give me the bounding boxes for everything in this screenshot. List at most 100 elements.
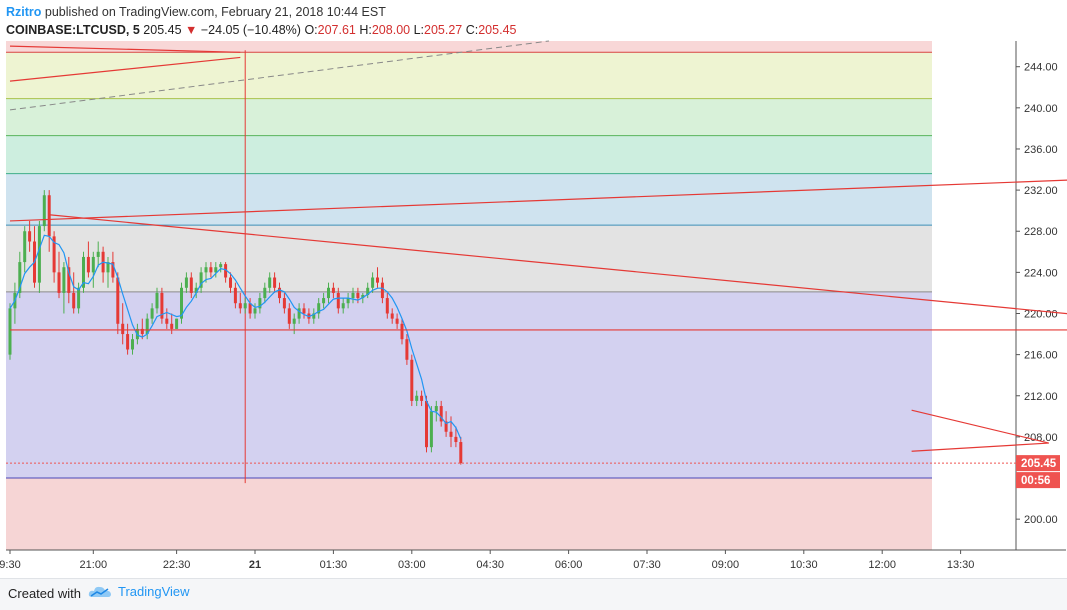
x-tick-label: 22:30 — [163, 559, 191, 571]
candle-body — [385, 298, 389, 314]
candle-body — [341, 303, 345, 309]
candle-body — [150, 308, 154, 319]
last-price: 205.45 — [143, 23, 182, 37]
candle-body — [111, 262, 115, 278]
y-tick-label: 200.00 — [1024, 514, 1058, 526]
dashed-trendline — [9, 40, 550, 111]
candle-body — [278, 287, 281, 299]
open-label: O: — [304, 23, 318, 37]
candle-body — [42, 195, 46, 227]
candle-body — [204, 267, 208, 273]
candle-body — [425, 400, 428, 448]
x-tick-label: 21 — [249, 559, 261, 571]
candle-body — [400, 323, 404, 340]
fib-zone — [6, 291, 932, 479]
x-tick-label: 12:00 — [868, 559, 896, 571]
price-tag-label: 205.45 — [1021, 458, 1057, 470]
candle-body — [331, 287, 335, 293]
low-label: L: — [413, 23, 425, 37]
trendline — [9, 56, 241, 82]
publish-info: published on TradingView.com, February 2… — [44, 5, 386, 19]
candle-body — [121, 323, 125, 335]
candle-body — [356, 292, 360, 299]
y-tick-label: 208.00 — [1024, 432, 1058, 444]
x-tick-label: 13:30 — [947, 559, 975, 571]
y-tick-label: 244.00 — [1024, 62, 1058, 74]
tradingview-brand-label: TradingView — [118, 584, 190, 599]
candle-body — [184, 277, 188, 288]
trendline — [49, 214, 1067, 315]
candle-body — [361, 294, 365, 299]
candle-body — [140, 328, 144, 335]
candle-body — [395, 318, 399, 324]
author-name[interactable]: Rzitro — [6, 5, 42, 19]
x-tick-label: 06:00 — [555, 559, 583, 571]
candle-body — [189, 277, 193, 293]
trendline — [9, 45, 241, 53]
candle-body — [18, 262, 22, 293]
y-tick-label: 224.00 — [1024, 267, 1058, 279]
candle-body — [52, 236, 56, 273]
fib-zone — [6, 98, 932, 136]
candle-body — [317, 303, 321, 314]
candle-body — [410, 359, 414, 401]
candle-body — [263, 287, 267, 299]
candle-body — [96, 251, 100, 257]
candle-body — [165, 318, 169, 324]
y-tick-label: 228.00 — [1024, 226, 1058, 238]
candle-body — [243, 303, 247, 309]
x-tick-label: 07:30 — [633, 559, 661, 571]
close-label: C: — [465, 23, 479, 37]
candle-body — [268, 277, 272, 288]
high-label: H: — [359, 23, 372, 37]
candle-body — [145, 318, 149, 335]
candle-body — [72, 292, 76, 309]
candle-body — [415, 395, 419, 401]
symbol-label: COINBASE:LTCUSD, 5 — [6, 23, 140, 37]
candle-body — [327, 287, 330, 299]
candle-body — [224, 264, 228, 278]
candle-body — [282, 298, 286, 309]
candle-body — [28, 231, 32, 242]
candle-body — [233, 287, 237, 304]
y-tick-label: 236.00 — [1024, 144, 1058, 156]
candle-body — [214, 267, 218, 273]
candle-body — [258, 298, 262, 309]
candle-body — [37, 226, 41, 283]
fib-zone — [6, 173, 932, 226]
open-value: 207.61 — [317, 23, 356, 37]
footer-bar: Created with TradingView — [0, 578, 1067, 610]
tradingview-cloud-icon — [88, 586, 111, 597]
candle-body — [439, 406, 443, 422]
trendline — [911, 409, 1049, 444]
trendline — [911, 442, 1049, 452]
x-tick-label: 09:00 — [712, 559, 740, 571]
candle-body — [155, 292, 159, 309]
low-value: 205.27 — [424, 23, 463, 37]
candle-body — [91, 256, 95, 273]
candle-body — [390, 313, 394, 319]
x-tick-label: 9:30 — [0, 559, 21, 571]
candle-body — [238, 303, 242, 309]
x-tick-label: 10:30 — [790, 559, 818, 571]
candle-body — [82, 256, 85, 288]
fib-zone — [6, 225, 932, 292]
price-chart[interactable]: 244.00240.00236.00232.00228.00224.00220.… — [0, 0, 1067, 578]
candle-body — [336, 292, 340, 309]
x-tick-label: 21:00 — [80, 559, 108, 571]
candle-body — [77, 287, 81, 309]
candle-body — [444, 421, 448, 432]
candle-body — [380, 282, 384, 299]
tradingview-link[interactable]: TradingView — [88, 584, 190, 599]
candle-body — [62, 267, 66, 293]
symbol-header: COINBASE:LTCUSD, 5 205.45 ▼ −24.05 (−10.… — [6, 21, 516, 39]
candle-body — [322, 298, 326, 304]
y-tick-label: 240.00 — [1024, 103, 1058, 115]
candle-body — [248, 303, 252, 314]
moving-average-line — [9, 234, 462, 440]
candle-body — [126, 334, 130, 350]
candle-body — [57, 272, 61, 293]
candle-body — [297, 308, 301, 319]
publish-header: Rzitro published on TradingView.com, Feb… — [6, 2, 386, 22]
candle-body — [351, 292, 355, 299]
